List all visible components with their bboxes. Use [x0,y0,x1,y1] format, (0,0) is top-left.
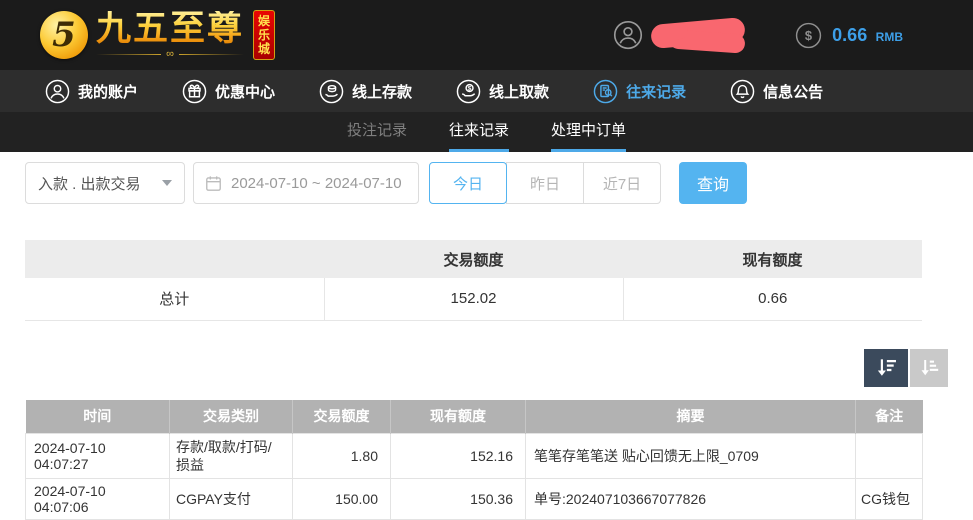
top-bar: 5 九五至尊 ∞ 娱 乐 城 [0,0,973,70]
summary-total-balance: 0.66 [622,278,922,321]
cell-amount: 1.80 [292,433,391,479]
col-header-amount: 交易额度 [292,399,391,434]
filter-bar: 入款 . 出款交易 2024-07-10 ~ 2024-07-10 今日 昨日 … [25,162,948,204]
calendar-icon [206,175,221,191]
logo-badge: 娱 乐 城 [253,10,276,60]
user-icon [614,20,643,50]
records-icon [593,79,618,103]
redacted-username [650,16,753,54]
balance-currency: RMB [875,29,903,44]
cell-summary: 单号:202407103667077826 [525,478,856,520]
summary-empty-header [25,240,324,278]
logo-flourish: ∞ [96,48,245,60]
record-subtabs: 投注记录 往来记录 处理中订单 [0,112,973,152]
tab-processing-orders[interactable]: 处理中订单 [551,112,627,152]
cell-summary: 笔笔存笔笔送 贴心回馈无上限_0709 [525,433,856,479]
nav-item-promotions[interactable]: 优惠中心 [182,79,275,104]
tab-betting-records[interactable]: 投注记录 [346,122,407,139]
records-header-row: 时间 交易类别 交易额度 现有额度 摘要 备注 [25,399,923,434]
summary-balance-header: 现有额度 [623,240,922,278]
sort-descending-button[interactable] [864,348,908,387]
summary-amount-header: 交易额度 [324,240,623,278]
quick-date-buttons: 今日 昨日 近7日 [429,162,661,204]
cell-type: CGPAY支付 [169,478,293,520]
nav-item-announcements[interactable]: 信息公告 [730,79,823,104]
col-header-time: 时间 [25,399,170,434]
table-row: 2024-07-10 04:07:27 存款/取款/打码/损益 1.80 152… [25,433,923,479]
svg-text:$: $ [805,28,812,43]
sort-controls [25,348,948,387]
date-range-input[interactable]: 2024-07-10 ~ 2024-07-10 [193,162,419,204]
summary-header-row: 交易额度 现有额度 [25,240,922,278]
cell-remark [855,433,923,479]
col-header-remark: 备注 [855,399,923,434]
logo-circle-icon: 5 [40,11,88,59]
user-account[interactable] [613,16,753,54]
transaction-type-select[interactable]: 入款 . 出款交易 [25,162,185,204]
col-header-summary: 摘要 [525,399,856,434]
site-logo[interactable]: 5 九五至尊 ∞ 娱 乐 城 [40,8,276,60]
tab-transaction-records[interactable]: 往来记录 [448,112,509,152]
cell-remark: CG钱包 [855,478,923,520]
records-table: 时间 交易类别 交易额度 现有额度 摘要 备注 2024-07-10 04:07… [25,399,923,520]
cell-balance: 150.36 [390,478,526,520]
gift-icon [182,79,207,103]
user-icon [45,79,70,103]
chevron-down-icon [162,180,172,186]
nav-item-my-account[interactable]: 我的账户 [45,79,138,104]
nav-item-deposit[interactable]: 线上存款 [319,79,412,104]
bell-icon [730,79,755,103]
balance-display[interactable]: $ 0.66 RMB [795,22,903,49]
cell-balance: 152.16 [390,433,526,479]
cell-type: 存款/取款/打码/损益 [169,433,293,479]
summary-table: 交易额度 现有额度 总计 152.02 0.66 [25,240,922,321]
logo-title: 九五至尊 [96,8,245,48]
logo-symbol: 5 [52,15,76,55]
col-header-balance: 现有额度 [390,399,526,434]
sort-descending-icon [877,358,896,376]
deposit-icon [319,79,344,103]
table-row: 2024-07-10 04:07:06 CGPAY支付 150.00 150.3… [25,478,923,520]
sort-ascending-button[interactable] [910,348,948,387]
summary-total-row: 总计 152.02 0.66 [25,278,922,321]
query-button[interactable]: 查询 [679,162,747,204]
col-header-type: 交易类别 [169,399,293,434]
cell-time: 2024-07-10 04:07:06 [25,478,170,520]
main-nav: 我的账户 优惠中心 线上存款 $ 线上取款 [0,70,973,112]
svg-text:$: $ [468,85,472,92]
nav-item-records[interactable]: 往来记录 [593,79,686,104]
dollar-icon: $ [796,22,822,48]
summary-total-amount: 152.02 [323,278,623,321]
balance-value: 0.66 [832,24,868,45]
today-button[interactable]: 今日 [429,162,507,204]
cell-amount: 150.00 [292,478,391,520]
last7days-button[interactable]: 近7日 [583,162,661,204]
nav-item-withdraw[interactable]: $ 线上取款 [456,79,549,104]
summary-total-label: 总计 [25,278,324,321]
withdraw-icon: $ [456,79,481,103]
cell-time: 2024-07-10 04:07:27 [25,433,170,479]
sort-ascending-icon [921,359,939,375]
yesterday-button[interactable]: 昨日 [506,162,584,204]
